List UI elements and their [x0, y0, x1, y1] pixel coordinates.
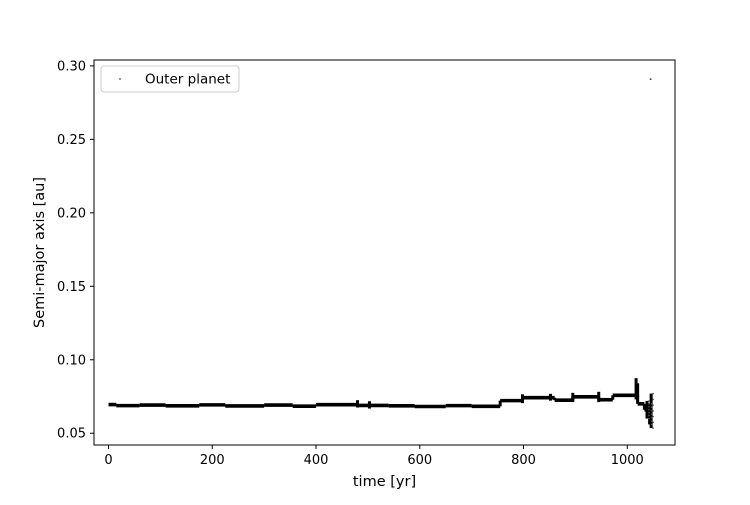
- x-tick-label: 600: [407, 453, 432, 468]
- legend-marker-outer-planet: [119, 78, 121, 80]
- x-axis: 0 200 400 600 800 1000: [104, 445, 644, 468]
- y-tick-label: 0.05: [57, 427, 86, 442]
- y-axis-label: Semi-major axis [au]: [32, 177, 48, 328]
- x-tick-label: 0: [104, 453, 112, 468]
- plot-frame: [93, 59, 676, 446]
- data-point: [652, 415, 654, 418]
- data-point: [652, 410, 654, 412]
- x-tick-label: 200: [200, 453, 225, 468]
- x-tick-label: 400: [304, 453, 329, 468]
- data-point-outlier: [649, 78, 652, 81]
- data-point: [650, 406, 653, 409]
- x-tick-label: 800: [511, 453, 536, 468]
- plot-area-background: [94, 60, 675, 445]
- data-point: [648, 411, 650, 414]
- legend: Outer planet: [100, 65, 240, 93]
- data-point: [652, 404, 654, 406]
- data-point: [650, 423, 653, 426]
- y-tick-label: 0.30: [57, 59, 86, 74]
- x-tick-label: 1000: [611, 453, 644, 468]
- data-point: [652, 392, 654, 395]
- legend-label-outer-planet: Outer planet: [145, 72, 230, 88]
- data-point: [648, 417, 650, 420]
- data-point: [648, 400, 650, 402]
- data-point: [648, 405, 650, 408]
- legend-frame: [100, 65, 240, 93]
- data-point: [648, 414, 650, 417]
- data-point: [652, 421, 654, 424]
- data-point: [650, 403, 653, 405]
- x-axis-label: time [yr]: [353, 474, 416, 490]
- data-point: [650, 413, 653, 415]
- data-point: [652, 427, 654, 429]
- y-tick-label: 0.10: [57, 353, 86, 368]
- data-point: [650, 420, 653, 422]
- data-point: [652, 398, 654, 401]
- data-point: [648, 408, 650, 411]
- y-axis: 0.05 0.10 0.15 0.20 0.25 0.30: [57, 59, 94, 442]
- data-point: [650, 416, 653, 419]
- y-tick-label: 0.15: [57, 280, 86, 295]
- data-point: [648, 403, 650, 405]
- data-point: [650, 409, 653, 412]
- y-tick-label: 0.25: [57, 133, 86, 148]
- data-layer: [108, 78, 654, 429]
- y-tick-label: 0.20: [57, 206, 86, 221]
